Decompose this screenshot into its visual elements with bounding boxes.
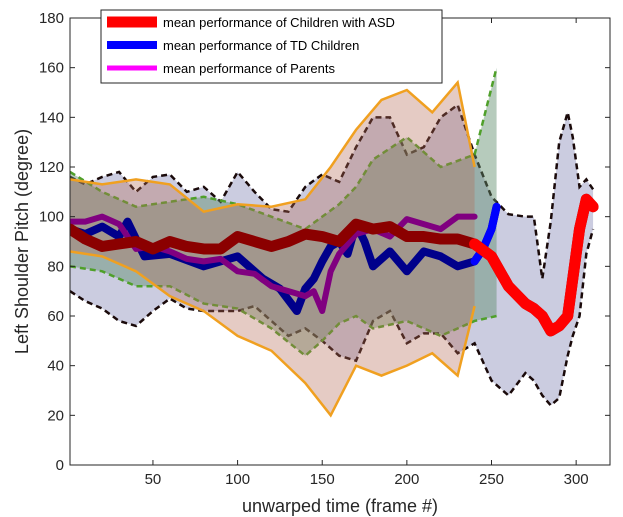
x-tick-label: 50 bbox=[145, 471, 162, 488]
band-lower-edge-3 bbox=[70, 250, 476, 418]
band-upper-edge-3 bbox=[70, 79, 476, 214]
x-axis-title: unwarped time (frame #) bbox=[242, 496, 438, 516]
band-lower-edge-1 bbox=[70, 228, 595, 408]
legend-label-1: mean performance of Children with ASD bbox=[163, 15, 395, 30]
x-tick-label: 300 bbox=[564, 471, 589, 488]
band-area-1 bbox=[70, 104, 594, 406]
y-tick-label: 40 bbox=[47, 358, 64, 375]
band-area-2 bbox=[70, 67, 497, 356]
y-tick-label: 160 bbox=[39, 60, 64, 77]
x-tick-label: 150 bbox=[310, 471, 335, 488]
y-tick-label: 60 bbox=[47, 308, 64, 325]
legend-box bbox=[100, 9, 443, 84]
mean-line-tail-1 bbox=[469, 193, 599, 337]
y-tick-label: 20 bbox=[47, 407, 64, 424]
y-axis-title: Left Shoulder Pitch (degree) bbox=[12, 129, 32, 354]
x-tick-label: 200 bbox=[394, 471, 419, 488]
y-axis: 0 20 40 60 80 100 120 140 160 180 bbox=[39, 10, 610, 474]
legend-label-2: mean performance of TD Children bbox=[163, 38, 359, 53]
y-tick-label: 140 bbox=[39, 109, 64, 126]
band-upper-edge-2 bbox=[70, 67, 498, 231]
y-tick-label: 120 bbox=[39, 159, 64, 176]
y-tick-label: 0 bbox=[56, 457, 64, 474]
y-tick-label: 180 bbox=[39, 10, 64, 27]
legend-label-3: mean performance of Parents bbox=[163, 61, 335, 76]
x-axis: 50 100 150 200 250 300 bbox=[145, 18, 589, 488]
x-tick-label: 100 bbox=[225, 471, 250, 488]
x-tick-label: 250 bbox=[479, 471, 504, 488]
y-tick-label: 80 bbox=[47, 258, 64, 275]
mean-lines bbox=[70, 193, 599, 337]
mean-line-tail-2 bbox=[470, 202, 501, 266]
y-tick-label: 100 bbox=[39, 209, 64, 226]
legend: mean performance of Children with ASD mea… bbox=[100, 9, 443, 84]
